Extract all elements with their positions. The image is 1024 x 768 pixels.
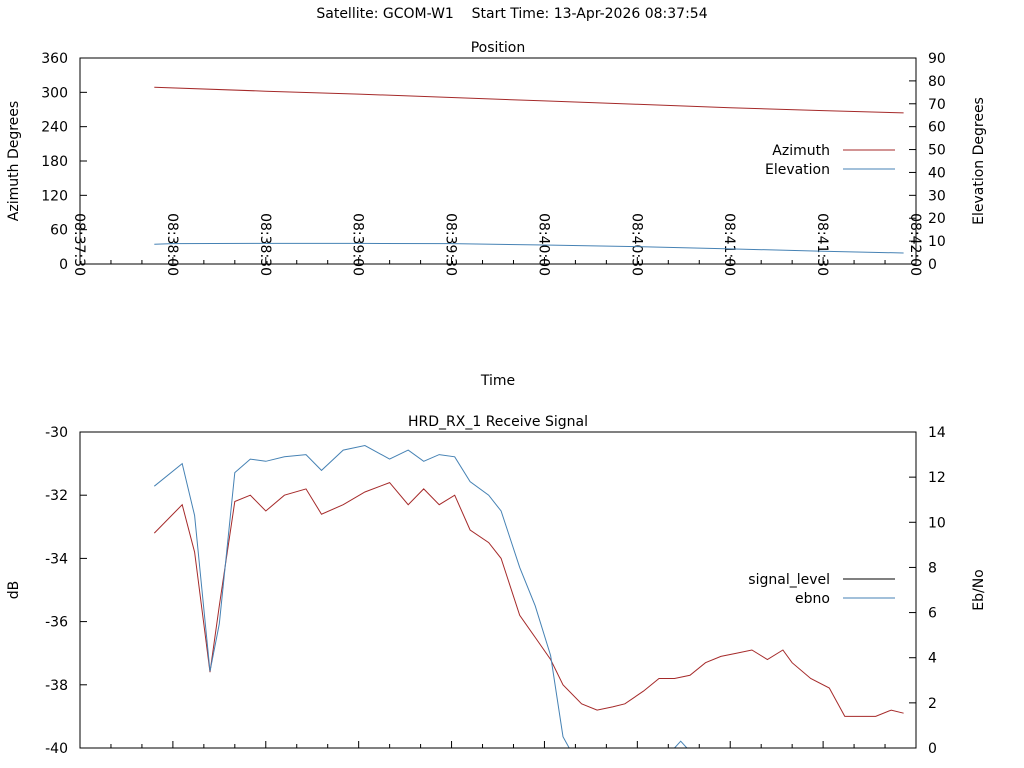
chart2-ytick-label: -36 [45,615,68,631]
chart1-ytick-label: 180 [41,154,68,170]
chart1-title: Position [471,40,526,56]
page-title: Satellite: GCOM-W1 Start Time: 13-Apr-20… [0,6,1024,22]
chart1-y2tick-label: 50 [928,143,946,159]
chart1-ytick-label: 120 [41,188,68,204]
chart2-y2tick-label: 12 [928,470,946,486]
chart2-ytick-label: -32 [45,488,68,504]
chart1-y2tick-label: 80 [928,74,946,90]
chart1-legend-label: Elevation [765,162,830,178]
chart1-xtick-label: 08:39:30 [443,213,459,276]
chart2-y2tick-label: 4 [928,651,937,667]
chart2-y2tick-label: 6 [928,606,937,622]
chart2-legend-label: signal_level [748,572,830,588]
chart1-ytick-label: 0 [59,257,68,273]
chart1-xtick-label: 08:41:00 [721,213,737,276]
chart1-ylabel: Azimuth Degrees [6,101,22,221]
chart2-y2label: Eb/No [971,569,987,611]
chart1-ytick-label: 300 [41,85,68,101]
chart2-series-ebno [153,444,688,748]
chart1-xlabel: Time [480,373,515,389]
chart2-y2tick-label: 14 [928,425,946,441]
chart2-y2tick-label: 8 [928,560,937,576]
chart2-y2tick-label: 2 [928,696,937,712]
chart2-series-signal-level [153,482,904,717]
chart1-y2tick-label: 20 [928,211,946,227]
chart2-title: HRD_RX_1 Receive Signal [408,414,588,430]
chart1-series-elevation [154,242,904,254]
chart1-xtick-label: 08:38:30 [257,213,273,276]
chart1-xtick-label: 08:39:00 [350,213,366,276]
chart1-y2tick-label: 0 [928,257,937,273]
chart1-y2label: Elevation Degrees [971,97,987,225]
chart1-ytick-label: 360 [41,51,68,67]
chart1-xtick-label: 08:40:30 [628,213,644,276]
chart2-y2tick-label: 0 [928,741,937,757]
chart1-legend-label: Azimuth [772,143,830,159]
satellite-label: Satellite: GCOM-W1 [316,6,454,22]
start-time-label: Start Time: 13-Apr-2026 08:37:54 [471,6,708,22]
chart2-ytick-label: -30 [45,425,68,441]
chart1-ytick-label: 240 [41,120,68,136]
chart2-frame [79,431,917,749]
chart1-y2tick-label: 10 [928,234,946,250]
chart1-series-azimuth [154,86,904,114]
chart2-legend-label: ebno [795,591,830,607]
chart2-ytick-label: -34 [45,551,68,567]
chart1-xtick-label: 08:41:30 [814,213,830,276]
chart1-y2tick-label: 60 [928,120,946,136]
chart1-frame [79,57,917,265]
chart1-xtick-label: 08:42:00 [907,213,923,276]
chart1-y2tick-label: 30 [928,188,946,204]
chart1-y2tick-label: 40 [928,165,946,181]
chart2-y2tick-label: 10 [928,515,946,531]
chart1-y2tick-label: 90 [928,51,946,67]
chart1-xtick-label: 08:38:00 [164,213,180,276]
chart2-ytick-label: -38 [45,678,68,694]
chart2-ytick-label: -40 [45,741,68,757]
chart1-ytick-label: 60 [50,223,68,239]
chart2-ylabel: dB [6,581,22,600]
chart1-xtick-label: 08:37:30 [71,213,87,276]
chart1-y2tick-label: 70 [928,97,946,113]
